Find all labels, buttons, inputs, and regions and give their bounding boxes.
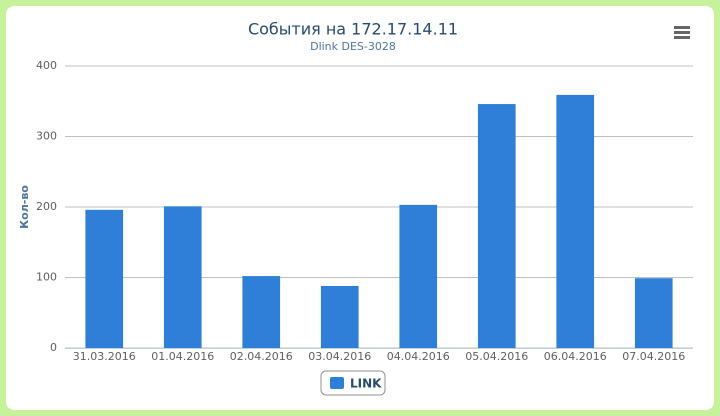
chart-subtitle: Dlink DES-3028: [310, 40, 396, 53]
y-axis-title: Кол-во: [18, 185, 31, 229]
bar: [477, 104, 516, 348]
menu-line: [674, 31, 690, 34]
x-tick-label: 02.04.2016: [230, 350, 293, 363]
menu-line: [674, 26, 690, 29]
menu-button[interactable]: [668, 20, 696, 44]
legend-label: LINK: [350, 377, 382, 391]
bar: [320, 285, 359, 348]
x-tick-label: 03.04.2016: [308, 350, 371, 363]
y-tick-label: 100: [36, 271, 57, 284]
bar: [85, 209, 124, 348]
legend-symbol: [330, 377, 344, 389]
x-tick-label: 31.03.2016: [73, 350, 136, 363]
x-tick-label: 05.04.2016: [465, 350, 528, 363]
y-tick-label: 200: [36, 200, 57, 213]
x-tick-label: 01.04.2016: [151, 350, 214, 363]
chart-title: События на 172.17.14.11: [248, 20, 458, 39]
menu-line: [674, 36, 690, 39]
bar: [556, 94, 595, 348]
y-tick-label: 0: [50, 341, 57, 354]
x-tick-label: 04.04.2016: [387, 350, 450, 363]
y-tick-label: 400: [36, 59, 57, 72]
y-tick-label: 300: [36, 130, 57, 143]
x-tick-label: 06.04.2016: [544, 350, 607, 363]
bar: [634, 278, 673, 348]
x-tick-label: 07.04.2016: [622, 350, 685, 363]
bar: [399, 204, 438, 348]
bar: [242, 276, 281, 348]
bar: [163, 206, 202, 348]
